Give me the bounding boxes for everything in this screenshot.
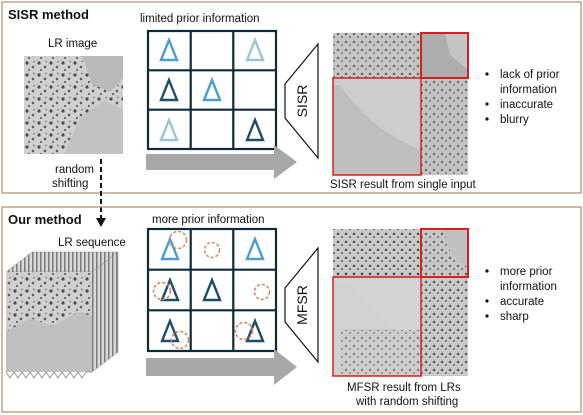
mfsr-triangles	[160, 235, 265, 343]
lr-image-label: LR image	[48, 38, 97, 50]
shift-label-2: shifting	[52, 178, 88, 190]
triangle-icon	[245, 235, 265, 261]
sisr-block-label: SISR	[294, 85, 310, 118]
dashed-circle-icon	[170, 330, 190, 350]
dashed-circle-icon	[234, 321, 254, 341]
sisr-result-image	[332, 32, 469, 176]
sisr-arrow	[146, 145, 297, 179]
sisr-block	[284, 42, 319, 160]
dashed-circle-icon	[253, 283, 271, 301]
ours-panel	[1, 206, 582, 413]
triangle-icon	[245, 36, 265, 62]
sisr-result-label: SISR result from single input	[330, 179, 477, 191]
shift-label-1: random	[55, 164, 94, 176]
mfsr-grid	[146, 227, 278, 353]
zoom-box-large	[332, 77, 422, 176]
sisr-bullet-1b: information	[500, 84, 557, 96]
zoom-box-large	[332, 276, 422, 377]
lr-sequence-stack	[5, 251, 119, 379]
mfsr-result-image	[332, 228, 469, 377]
sisr-bullet-3: blurry	[500, 114, 529, 126]
mfsr-bullet-2: accurate	[500, 296, 544, 308]
prior-label-sisr: limited prior information	[140, 13, 260, 25]
prior-label-ours: more prior information	[152, 214, 264, 226]
mfsr-bullet-1: more prior	[500, 266, 553, 278]
triangle-icon	[159, 36, 179, 62]
sisr-bullet-1: lack of prior	[500, 69, 560, 81]
sisr-bullets: lack of prior information inaccurate blu…	[485, 69, 560, 126]
triangle-icon	[159, 116, 179, 142]
triangle-icon	[160, 235, 180, 261]
zoom-box-top	[420, 32, 469, 79]
triangle-icon	[202, 276, 222, 302]
zoom-box-top	[420, 228, 469, 278]
triangle-icon	[159, 76, 179, 102]
mfsr-bullet-1b: information	[500, 281, 557, 293]
sisr-title: SISR method	[8, 7, 89, 22]
triangle-icon	[160, 317, 180, 343]
mfsr-bullet-3: sharp	[500, 311, 529, 323]
mfsr-bullets: more prior information accurate sharp	[485, 266, 557, 323]
sisr-triangles	[159, 36, 265, 142]
dashed-circle-icon	[168, 230, 188, 250]
mfsr-result-label-2: with random shifting	[355, 396, 458, 408]
mfsr-arrow	[146, 349, 297, 385]
dashed-circle-icon	[152, 281, 172, 301]
mfsr-circles	[152, 230, 271, 350]
mfsr-result-label-1: MFSR result from LRs	[347, 382, 461, 394]
shift-arrow-head	[96, 218, 106, 227]
triangle-icon	[245, 317, 265, 343]
mfsr-block	[284, 246, 319, 364]
triangle-icon	[160, 276, 180, 302]
lr-sequence-label: LR sequence	[58, 237, 126, 249]
sisr-grid	[146, 29, 278, 151]
triangle-icon	[245, 116, 265, 142]
dashed-circle-icon	[203, 241, 221, 259]
lr-image	[24, 56, 123, 154]
mfsr-block-label: MFSR	[294, 285, 310, 325]
ours-title: Our method	[8, 212, 82, 227]
triangle-icon	[202, 76, 222, 102]
sisr-bullet-2: inaccurate	[500, 99, 553, 111]
